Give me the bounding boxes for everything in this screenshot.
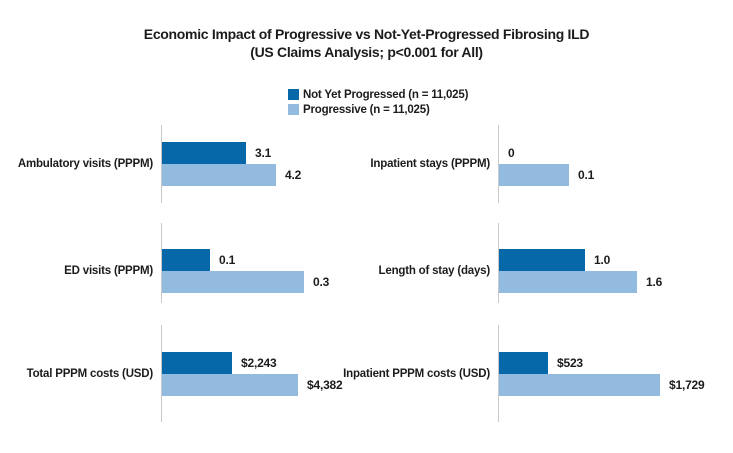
legend-swatch-dark-blue bbox=[288, 89, 299, 100]
value-label: $1,729 bbox=[669, 378, 705, 392]
value-label: 1.6 bbox=[646, 275, 663, 289]
bar-progressive bbox=[162, 271, 304, 293]
legend-swatch-light-blue bbox=[288, 104, 299, 115]
legend-item-progressive: Progressive (n = 11,025) bbox=[288, 103, 468, 116]
legend-item-not-yet-progressed: Not Yet Progressed (n = 11,025) bbox=[288, 88, 468, 101]
category-label: Ambulatory visits (PPPM) bbox=[17, 157, 153, 170]
chart-panel-inpatient-pppm-costs: Inpatient PPPM costs (USD) $523 $1,729 bbox=[337, 325, 733, 428]
bar-not-yet-progressed bbox=[162, 249, 210, 271]
chart-title-line2: (US Claims Analysis; p<0.001 for All) bbox=[250, 44, 483, 60]
bar-not-yet-progressed bbox=[499, 249, 585, 271]
value-label: 0.1 bbox=[578, 168, 595, 182]
axis-line bbox=[161, 223, 162, 303]
chart-panel-ed-visits: ED visits (PPPM) 0.1 0.3 bbox=[0, 223, 396, 326]
bar-progressive bbox=[499, 164, 569, 186]
category-label: Inpatient PPPM costs (USD) bbox=[343, 367, 490, 380]
plot-area: $523 $1,729 bbox=[498, 325, 733, 422]
category-label: Inpatient stays (PPPM) bbox=[370, 157, 490, 170]
category-label: Length of stay (days) bbox=[378, 264, 491, 277]
legend-label: Progressive (n = 11,025) bbox=[303, 103, 430, 116]
bar-progressive bbox=[162, 374, 298, 396]
plot-area: $2,243 $4,382 bbox=[161, 325, 396, 422]
bar-not-yet-progressed bbox=[499, 352, 548, 374]
axis-line bbox=[498, 325, 499, 422]
axis-line bbox=[161, 325, 162, 422]
chart-title-line1: Economic Impact of Progressive vs Not-Ye… bbox=[143, 26, 590, 42]
axis-line bbox=[161, 125, 162, 203]
value-label: 1.0 bbox=[594, 253, 611, 267]
plot-area: 0.1 0.3 bbox=[161, 223, 396, 303]
value-label: $523 bbox=[557, 356, 583, 370]
plot-area: 3.1 4.2 bbox=[161, 125, 396, 203]
value-label: 0.1 bbox=[219, 253, 236, 267]
value-label: $4,382 bbox=[307, 378, 343, 392]
chart-title: Economic Impact of Progressive vs Not-Ye… bbox=[0, 25, 733, 61]
chart-panel-ambulatory-visits: Ambulatory visits (PPPM) 3.1 4.2 bbox=[0, 120, 396, 223]
value-label: 3.1 bbox=[255, 146, 272, 160]
plot-area: 1.0 1.6 bbox=[498, 223, 733, 303]
bar-progressive bbox=[499, 271, 637, 293]
category-label: Total PPPM costs (USD) bbox=[26, 367, 154, 380]
axis-line bbox=[498, 125, 499, 203]
bar-progressive bbox=[162, 164, 276, 186]
legend: Not Yet Progressed (n = 11,025) Progress… bbox=[288, 88, 468, 118]
legend-label: Not Yet Progressed (n = 11,025) bbox=[303, 88, 469, 101]
chart-panel-total-pppm-costs: Total PPPM costs (USD) $2,243 $4,382 bbox=[0, 325, 396, 428]
value-label: 0.3 bbox=[313, 275, 330, 289]
plot-area: 0 0.1 bbox=[498, 125, 733, 203]
chart-panel-inpatient-stays: Inpatient stays (PPPM) 0 0.1 bbox=[337, 120, 733, 223]
value-label: 4.2 bbox=[285, 168, 302, 182]
value-label: $2,243 bbox=[241, 356, 277, 370]
bar-progressive bbox=[499, 374, 660, 396]
value-label: 0 bbox=[508, 146, 515, 160]
chart-panel-length-of-stay: Length of stay (days) 1.0 1.6 bbox=[337, 223, 733, 326]
bar-not-yet-progressed bbox=[162, 352, 232, 374]
charts-grid: Ambulatory visits (PPPM) 3.1 4.2 Inpatie… bbox=[0, 120, 733, 453]
axis-line bbox=[498, 223, 499, 303]
bar-not-yet-progressed bbox=[162, 142, 246, 164]
category-label: ED visits (PPPM) bbox=[64, 264, 153, 277]
